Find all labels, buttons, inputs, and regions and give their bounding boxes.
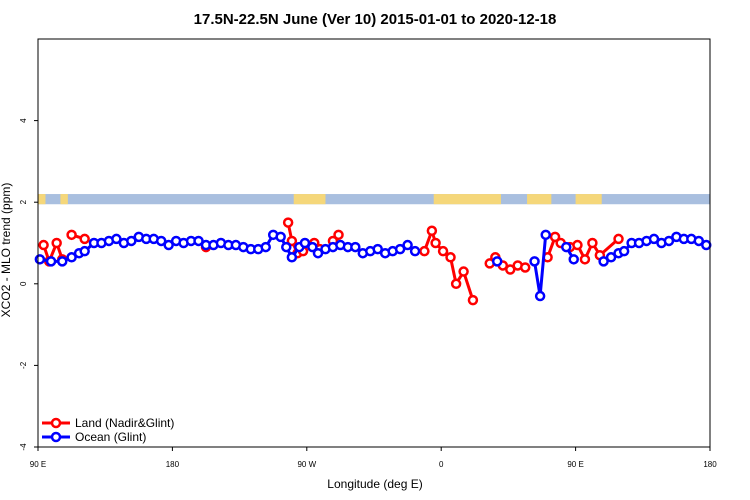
plot-frame — [37, 38, 711, 448]
data-point — [467, 294, 479, 306]
data-point — [605, 252, 617, 263]
data-point — [618, 245, 630, 257]
data-point — [155, 235, 167, 247]
data-point — [333, 229, 344, 241]
legend-land-label: Land (Nadir&Glint) — [75, 416, 174, 430]
data-point — [126, 235, 137, 247]
series-line — [42, 241, 64, 263]
data-point — [372, 243, 383, 255]
data-point — [450, 278, 462, 290]
x-tick-label: 0 — [439, 460, 444, 469]
data-point — [286, 252, 298, 263]
y-tick-label: 0 — [19, 281, 28, 286]
series-layer — [34, 217, 712, 306]
data-point — [568, 254, 579, 265]
y-axis-label: XCO2 - MLO trend (ppm) — [0, 183, 13, 318]
data-point — [458, 266, 469, 277]
data-point — [529, 256, 540, 267]
data-point — [79, 245, 90, 257]
data-point — [193, 235, 204, 247]
data-point — [561, 241, 572, 253]
data-point — [312, 247, 324, 259]
x-tick-label: 180 — [703, 460, 717, 469]
axis-ticks: 90 E 180 90 W 0 90 E 180 -4 -2 0 2 4 — [19, 118, 717, 469]
data-point — [534, 290, 546, 302]
x-tick-label: 90 E — [30, 460, 46, 469]
x-tick-label: 90 W — [297, 460, 316, 469]
y-tick-label: 4 — [19, 118, 28, 123]
data-point — [66, 229, 77, 241]
data-point — [350, 241, 361, 253]
data-point — [701, 239, 712, 251]
data-point — [307, 241, 318, 253]
data-point — [163, 239, 174, 251]
data-point — [402, 239, 413, 251]
x-tick-label: 90 E — [567, 460, 583, 469]
data-point — [286, 235, 298, 247]
data-point — [430, 237, 441, 249]
data-point — [648, 233, 660, 245]
land-patch — [575, 194, 602, 205]
chart-title: 17.5N-22.5N June (Ver 10) 2015-01-01 to … — [194, 11, 557, 28]
legend-ocean-marker — [50, 431, 62, 443]
data-point — [437, 245, 449, 257]
land-patch — [433, 194, 501, 205]
data-point — [282, 217, 294, 228]
data-point — [579, 254, 591, 265]
x-tick-label: 180 — [166, 460, 180, 469]
data-point — [419, 245, 430, 257]
series-ocean — [34, 229, 712, 302]
data-point — [260, 241, 271, 253]
land-ocean-strip — [38, 194, 710, 205]
data-point — [587, 237, 598, 249]
data-point — [38, 239, 49, 251]
land-patch — [527, 194, 552, 205]
data-point — [613, 233, 624, 245]
data-point — [79, 233, 90, 245]
legend: Land (Nadir&Glint) Ocean (Glint) — [42, 416, 174, 444]
y-tick-label: -2 — [19, 361, 28, 369]
data-point — [45, 256, 57, 267]
land-patch — [60, 194, 68, 205]
data-point — [426, 225, 438, 237]
data-point — [34, 254, 46, 265]
data-point — [572, 239, 583, 251]
data-point — [57, 256, 68, 267]
data-point — [505, 264, 516, 275]
data-point — [111, 233, 122, 245]
data-point — [549, 231, 561, 243]
data-point — [491, 256, 503, 267]
y-tick-label: 2 — [19, 199, 28, 204]
legend-land-marker — [50, 417, 62, 429]
data-point — [540, 229, 551, 241]
x-axis-label: Longitude (deg E) — [327, 477, 422, 491]
ocean-band — [38, 194, 710, 205]
land-patch — [38, 194, 46, 205]
data-point — [663, 235, 675, 247]
data-point — [693, 235, 705, 247]
data-point — [275, 231, 286, 243]
legend-ocean-label: Ocean (Glint) — [75, 430, 146, 444]
data-point — [598, 256, 609, 267]
data-point — [445, 252, 456, 263]
data-point — [281, 241, 292, 253]
data-point — [66, 252, 77, 263]
y-tick-label: -4 — [19, 443, 28, 451]
land-patch — [293, 194, 326, 205]
data-point — [299, 237, 311, 249]
data-point — [394, 243, 406, 255]
data-point — [519, 262, 531, 273]
data-point — [409, 245, 421, 257]
data-point — [51, 237, 62, 249]
